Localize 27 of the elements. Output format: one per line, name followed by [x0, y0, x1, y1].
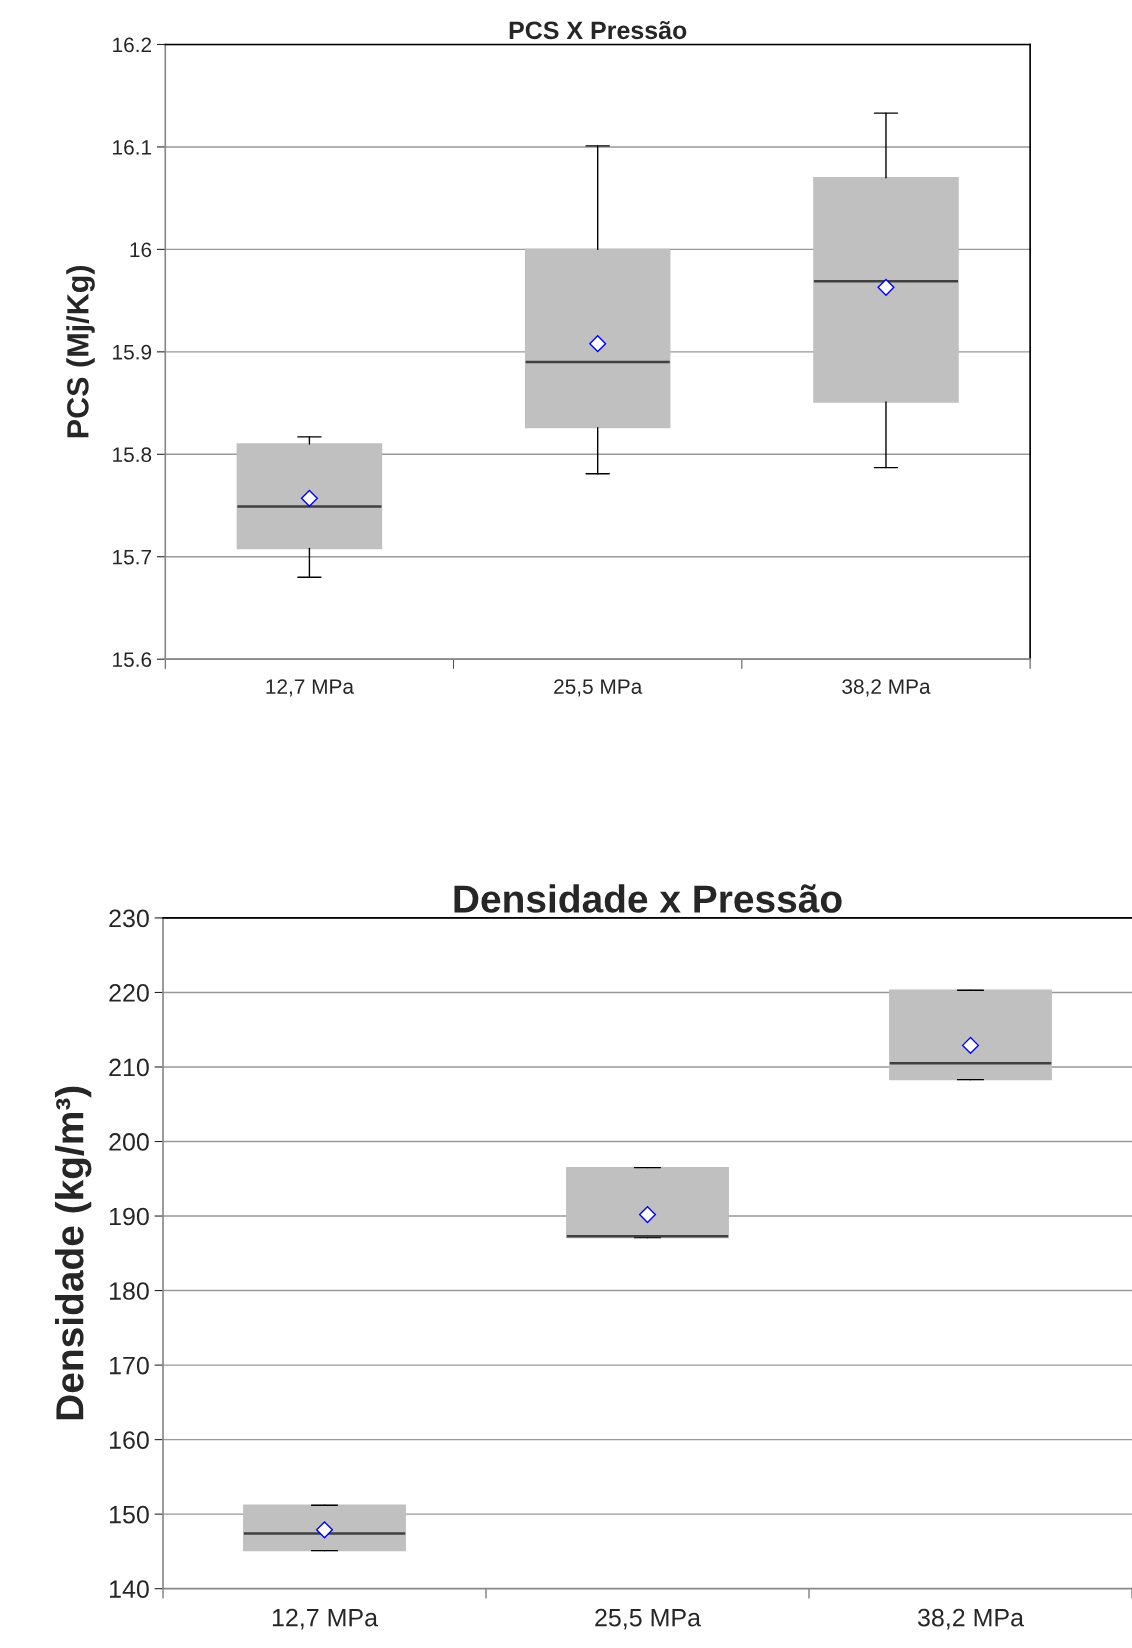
- y-tick-label: 15.9: [113, 344, 152, 360]
- x-tick-label: 12,7 MPa: [266, 679, 354, 697]
- y-tick-label: 170: [110, 1356, 149, 1375]
- x-tick-label: 25,5 MPa: [554, 679, 643, 697]
- y-tick-label: 15.7: [113, 549, 152, 565]
- x-tick-label: 25,5 MPa: [595, 1608, 702, 1630]
- y-tick-label: 200: [109, 1133, 149, 1151]
- y-tick-label: 160: [110, 1431, 149, 1449]
- chart-title: PCS X Pressão: [509, 20, 687, 40]
- y-tick-label: 15.6: [113, 652, 152, 667]
- y-tick-label: 150: [110, 1505, 149, 1524]
- x-tick-label: 38,2 MPa: [917, 1608, 1025, 1630]
- y-tick-label: 230: [109, 909, 149, 928]
- y-tick-label: 16.1: [113, 139, 152, 155]
- chart-title: Densidade x Pressão: [454, 884, 842, 913]
- y-tick-label: 140: [110, 1580, 149, 1598]
- y-tick-label: 15.8: [113, 447, 152, 463]
- y-tick-label: 180: [110, 1282, 149, 1300]
- y-tick-label: 190: [110, 1207, 149, 1226]
- y-tick-label: 220: [109, 984, 149, 1002]
- y-axis-title: PCS (Mj/Kg): [66, 265, 95, 438]
- y-tick-label: 16: [130, 242, 152, 258]
- y-axis-title: Densidade (kg/m³): [55, 1086, 92, 1420]
- x-tick-label: 38,2 MPa: [842, 679, 931, 697]
- y-tick-label: 210: [109, 1058, 149, 1077]
- y-tick-label: 16.2: [113, 37, 152, 53]
- x-tick-label: 12,7 MPa: [272, 1608, 379, 1630]
